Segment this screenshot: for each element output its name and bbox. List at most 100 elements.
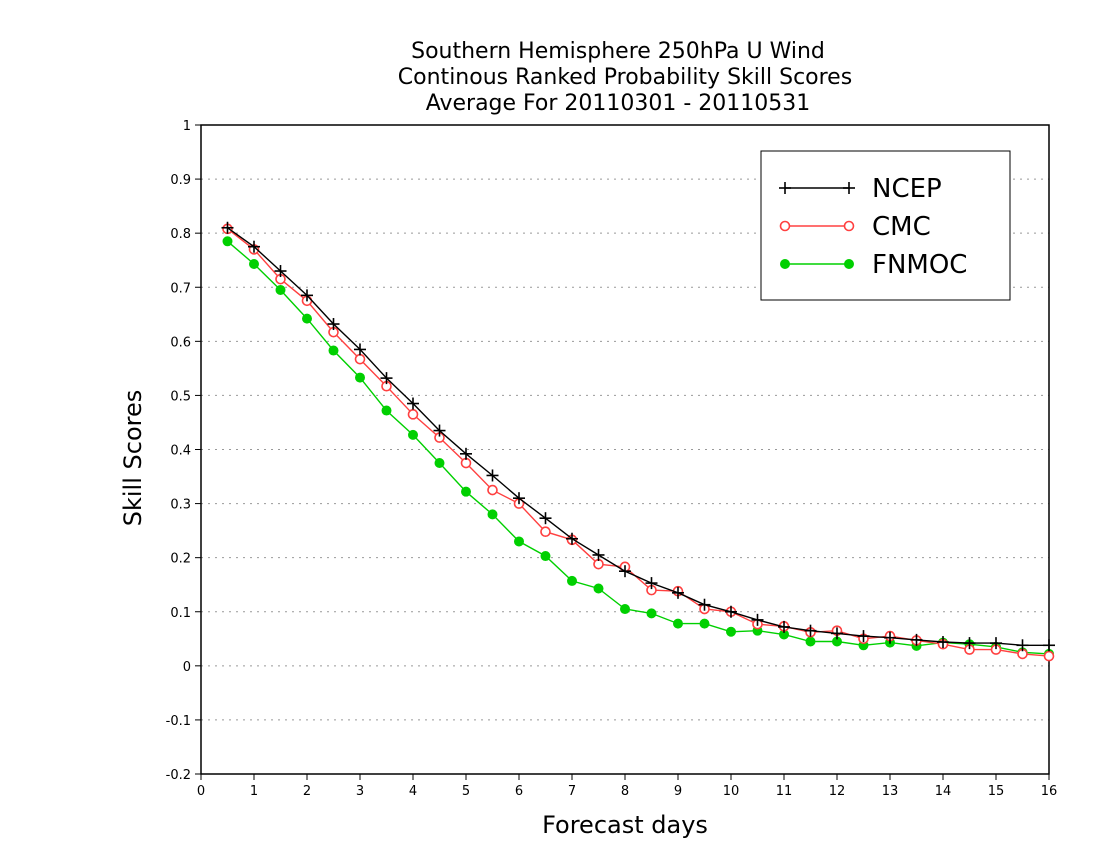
y-tick-label: 0.9 <box>170 173 191 188</box>
ncep-point <box>1016 639 1029 652</box>
fnmoc-point <box>726 626 736 637</box>
y-axis-label: Skill Scores <box>119 390 147 527</box>
fnmoc-point <box>275 284 286 295</box>
x-tick-label: 13 <box>882 784 899 799</box>
cmc-point <box>487 484 498 496</box>
ncep-point <box>592 548 605 561</box>
y-tick-label: 0.6 <box>170 335 191 350</box>
fnmoc-point <box>487 509 498 520</box>
chart-title-line-2: Continous Ranked Probability Skill Score… <box>398 65 852 90</box>
legend-entry-ncep: NCEP <box>779 174 942 204</box>
fnmoc-point <box>699 618 710 629</box>
y-tick-label: 0.7 <box>170 281 191 296</box>
x-tick-label: 15 <box>988 784 1005 799</box>
fnmoc-point <box>461 486 471 497</box>
chart-title-line-3: Average For 20110301 - 20110531 <box>426 91 811 116</box>
ncep-point <box>539 512 552 525</box>
ncep-point <box>460 447 472 460</box>
ncep-point <box>963 637 976 650</box>
cmc-point <box>460 457 472 469</box>
series-ncep <box>221 221 1055 652</box>
y-tick-label: -0.1 <box>166 714 191 729</box>
x-tick-label: 3 <box>356 784 364 799</box>
ncep-point <box>672 586 684 599</box>
ncep-point <box>725 605 737 618</box>
fnmoc-point <box>302 313 312 324</box>
legend: NCEP CMC FNMOC <box>760 150 1011 301</box>
legend-marker <box>779 182 791 194</box>
ncep-point <box>433 424 446 437</box>
fnmoc-point <box>805 636 816 647</box>
ncep-point <box>910 633 923 646</box>
fnmoc-point <box>222 236 233 247</box>
y-tick-label: 0.5 <box>170 389 191 404</box>
ncep-point <box>937 636 949 649</box>
ncep-point <box>327 318 340 331</box>
ncep-point <box>778 620 790 633</box>
legend-label-cmc: CMC <box>872 212 931 242</box>
ncep-point <box>248 240 260 253</box>
x-axis-label: Forecast days <box>542 811 708 839</box>
x-tick-label: 5 <box>462 784 470 799</box>
ncep-point <box>354 343 366 356</box>
fnmoc-line <box>227 240 1050 655</box>
y-tick-label: 0.3 <box>170 498 191 513</box>
x-tick-label: 7 <box>568 784 576 799</box>
fnmoc-point <box>381 405 392 416</box>
fnmoc-point <box>620 604 630 615</box>
ncep-point <box>301 289 313 302</box>
legend-entry-cmc: CMC <box>779 212 931 242</box>
ncep-point <box>274 265 287 278</box>
legend-label-fnmoc: FNMOC <box>872 250 967 280</box>
ncep-point <box>221 221 234 234</box>
x-tick-label: 16 <box>1041 784 1058 799</box>
legend-label-ncep: NCEP <box>872 174 942 204</box>
y-tick-label: 0.1 <box>170 606 191 621</box>
x-tick-label: 1 <box>250 784 258 799</box>
ncep-point <box>566 532 578 545</box>
x-tick-label: 4 <box>409 784 417 799</box>
ncep-point <box>645 577 658 590</box>
x-tick-label: 2 <box>303 784 311 799</box>
x-tick-label: 6 <box>515 784 523 799</box>
chart-title-line-1: Southern Hemisphere 250hPa U Wind <box>411 39 825 64</box>
ncep-point <box>619 565 631 578</box>
fnmoc-point <box>514 536 524 547</box>
cmc-point <box>540 526 551 538</box>
y-tick-label: -0.2 <box>166 768 191 783</box>
x-tick-label: 9 <box>674 784 682 799</box>
ncep-point <box>831 627 843 640</box>
fnmoc-point <box>673 618 683 629</box>
legend-marker <box>843 182 855 194</box>
ncep-point <box>857 630 870 643</box>
cmc-point <box>1043 650 1055 662</box>
x-tick-label: 11 <box>776 784 793 799</box>
series-layer <box>221 221 1055 662</box>
ncep-point <box>884 631 896 644</box>
ncep-point <box>1043 639 1055 652</box>
legend-marker <box>844 259 854 269</box>
ncep-point <box>990 637 1002 650</box>
fnmoc-point <box>408 429 418 440</box>
legend-marker <box>779 220 791 232</box>
x-tick-label: 10 <box>723 784 740 799</box>
y-tick-label: 0.8 <box>170 227 191 242</box>
fnmoc-point <box>646 608 657 619</box>
y-tick-label: 1 <box>183 119 191 134</box>
legend-marker <box>780 259 790 269</box>
axis-ticks: -0.2 -0.1 0 0.1 0.2 0.3 0.4 0.5 0.6 0.7 0.8 0.9 10 1 2… <box>166 119 1058 799</box>
y-tick-label: 0.4 <box>170 444 191 459</box>
ncep-point <box>486 469 499 482</box>
ncep-point <box>804 624 817 637</box>
legend-marker <box>843 220 855 232</box>
fnmoc-point <box>593 583 604 594</box>
x-tick-label: 14 <box>935 784 952 799</box>
fnmoc-point <box>355 372 365 383</box>
y-tick-label: 0.2 <box>170 552 191 567</box>
y-tick-label: 0 <box>183 660 191 675</box>
cmc-point <box>407 409 419 420</box>
ncep-point <box>380 372 393 385</box>
ncep-point <box>513 492 525 505</box>
ncep-point <box>698 598 711 611</box>
